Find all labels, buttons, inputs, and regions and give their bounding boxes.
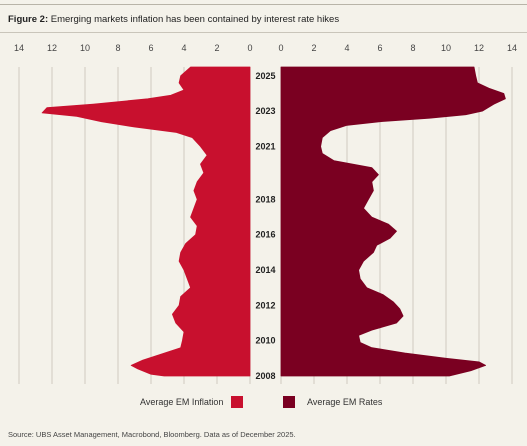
year-label: 2021 [255,141,275,151]
x-tick-right: 2 [311,43,316,53]
butterfly-area-chart: 14 12 10 8 6 4 2 0 0 2 4 6 8 10 12 14 20252023202120182… [14,43,517,384]
x-tick-left: 12 [47,43,57,53]
year-label: 2008 [255,371,275,381]
legend-swatch-rates [283,396,295,408]
x-tick-right: 0 [278,43,283,53]
x-tick-left: 14 [14,43,24,53]
title-rule [0,32,527,33]
year-label: 2014 [255,265,275,275]
year-label: 2010 [255,336,275,346]
x-tick-left: 10 [80,43,90,53]
year-label: 2025 [255,71,275,81]
figure-label: Figure 2: [8,14,49,25]
area-em-rates [280,66,506,377]
legend-swatch-inflation [231,396,244,408]
legend-label-rates: Average EM Rates [307,397,383,407]
legend-item-rates: Average EM Rates [283,396,382,408]
legend: Average EM Inflation Average EM Rates [0,396,527,412]
legend-label-inflation: Average EM Inflation [140,397,224,407]
x-tick-right: 6 [377,43,382,53]
x-tick-right: 4 [344,43,349,53]
legend-item-inflation: Average EM Inflation [140,396,244,408]
x-tick-left: 0 [247,43,252,53]
year-label: 2016 [255,230,275,240]
top-rule [0,4,527,5]
area-em-inflation [41,66,251,377]
x-tick-left: 4 [181,43,186,53]
x-tick-left: 6 [148,43,153,53]
figure-title-text: Emerging markets inflation has been cont… [50,14,340,25]
x-tick-right: 8 [410,43,415,53]
x-tick-labels: 14 12 10 8 6 4 2 0 0 2 4 6 8 10 12 14 [14,43,517,53]
source-note: Source: UBS Asset Management, Macrobond,… [8,430,296,439]
series-areas [41,66,506,377]
year-label: 2018 [255,194,275,204]
year-label: 2023 [255,106,275,116]
year-label: 2012 [255,300,275,310]
x-tick-left: 8 [115,43,120,53]
x-tick-right: 12 [474,43,484,53]
x-tick-right: 10 [441,43,451,53]
year-labels: 2025 2023 2021 2018 2016 2014 2012 2010 2008 [255,71,275,381]
x-tick-right: 14 [507,43,517,53]
figure-title: Figure 2: Emerging markets inflation has… [8,14,339,25]
x-tick-left: 2 [214,43,219,53]
